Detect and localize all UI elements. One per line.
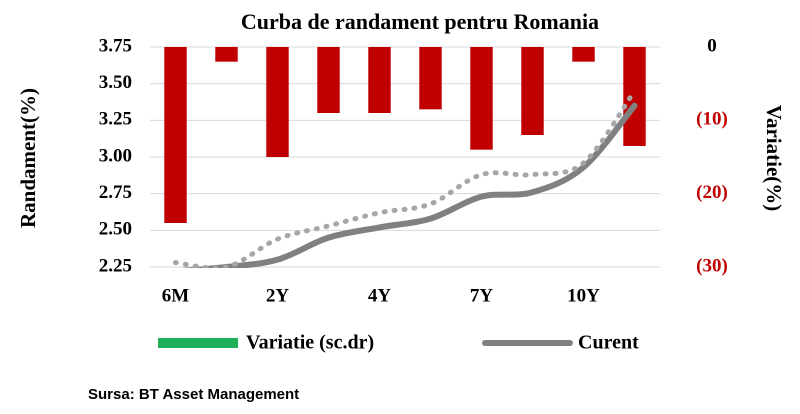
x-tick-label: 7Y [470, 285, 494, 306]
y-axis-title: Randament(%) [16, 88, 40, 228]
line [173, 88, 637, 268]
y-tick-label: 3.00 [99, 145, 132, 166]
legend-label: Variatie (sc.dr) [246, 332, 374, 354]
bar [368, 47, 391, 113]
bar [521, 47, 544, 135]
y2-tick-label: (30) [696, 255, 728, 276]
y-tick-label: 3.50 [99, 72, 132, 93]
bar [572, 47, 595, 62]
y-tick-label: 3.75 [99, 35, 132, 56]
legend-label: Curent [578, 332, 639, 354]
x-tick-label: 6M [162, 285, 190, 306]
chart-title: Curba de randament pentru Romania [241, 9, 599, 34]
bar [215, 47, 238, 62]
line [180, 102, 638, 268]
bar [164, 47, 187, 223]
y-tick-label: 2.50 [99, 219, 132, 240]
y-tick-label: 2.25 [99, 255, 132, 276]
y2-tick-label: (10) [696, 109, 728, 130]
legend-swatch [158, 338, 238, 348]
bar [419, 47, 442, 110]
y2-tick-label: (20) [696, 182, 728, 203]
source: Sursa: BT Asset Management [88, 386, 299, 403]
x-tick-label: 4Y [368, 285, 392, 306]
y-tick-label: 2.75 [99, 182, 132, 203]
y2-axis-title: Variatie(%) [762, 105, 786, 212]
y-tick-label: 3.25 [99, 109, 132, 130]
x-tick-label: 10Y [567, 285, 600, 306]
x-tick-label: 2Y [266, 285, 290, 306]
bar [266, 47, 289, 157]
bar [470, 47, 493, 150]
bar [623, 47, 646, 146]
bar [317, 47, 340, 113]
y2-tick-label: 0 [707, 35, 717, 56]
plot-area [164, 47, 646, 268]
